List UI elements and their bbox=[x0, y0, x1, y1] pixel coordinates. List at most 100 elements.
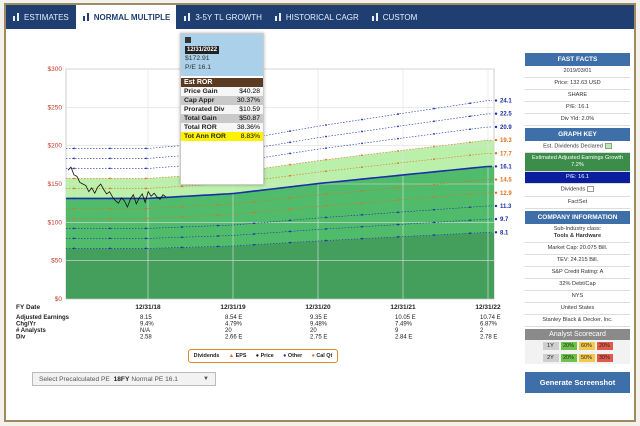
fast-facts-price: Price: 132.63 USD bbox=[525, 78, 630, 90]
pe-marker bbox=[325, 170, 327, 173]
tooltip-row-value: 8.83% bbox=[240, 132, 260, 140]
pe-marker bbox=[217, 203, 219, 206]
legend-item-eps[interactable]: ▲ EPS bbox=[229, 353, 247, 359]
tab-label: NORMAL MULTIPLE bbox=[93, 12, 171, 22]
fast-facts-div: Div Yld: 2.0% bbox=[525, 114, 630, 126]
legend-item-price[interactable]: ● Price bbox=[256, 353, 274, 359]
table-cell: 2.84 E bbox=[395, 335, 412, 341]
table-cell: 20 bbox=[310, 328, 317, 334]
pe-right-label: 12.9 bbox=[500, 191, 512, 197]
pe-marker bbox=[181, 185, 183, 188]
swatch-icon bbox=[604, 142, 612, 149]
tooltip-row: Price Gain $40.28 bbox=[181, 86, 263, 96]
pe-right-dot bbox=[494, 125, 498, 129]
pe-marker bbox=[469, 206, 471, 209]
side-panel: FAST FACTS 2019/03/01 Price: 132.63 USD … bbox=[525, 51, 630, 393]
scorecard-cell: 50% bbox=[578, 353, 595, 362]
pe-marker bbox=[289, 241, 291, 244]
pe-right-label: 9.7 bbox=[500, 217, 509, 223]
key-factset[interactable]: FactSet bbox=[525, 197, 630, 209]
legend-label: Price bbox=[260, 353, 274, 359]
pe-marker bbox=[181, 236, 183, 239]
pe-marker bbox=[469, 219, 471, 222]
pe-marker bbox=[397, 125, 399, 128]
scorecard-cell: 1Y bbox=[542, 341, 559, 350]
fast-facts-header: FAST FACTS bbox=[525, 53, 630, 66]
fast-facts-share: SHARE bbox=[525, 90, 630, 102]
pe-line-14-5 bbox=[66, 179, 493, 209]
key-dividends[interactable]: Dividends bbox=[525, 184, 630, 197]
pe-marker bbox=[397, 174, 399, 177]
pe-marker bbox=[109, 187, 111, 190]
pe-line-11-3 bbox=[66, 205, 493, 229]
tooltip-row: Total Gain $50.87 bbox=[181, 113, 263, 123]
legend-label: Dividends bbox=[193, 353, 220, 359]
company-tev: TEV: 24.215 Bill. bbox=[525, 255, 630, 267]
pe-marker bbox=[145, 237, 147, 240]
pe-marker bbox=[253, 211, 255, 214]
key-growth[interactable]: Estimated Adjusted Earnings Growth 7.2% bbox=[525, 153, 630, 173]
legend-item-dividends[interactable]: Dividends bbox=[194, 353, 220, 359]
table-cell: 9.4% bbox=[140, 322, 154, 328]
generate-screenshot-button[interactable]: Generate Screenshot bbox=[525, 371, 630, 393]
pe-marker bbox=[289, 230, 291, 233]
pe-right-label: 14.5 bbox=[500, 178, 512, 184]
y-tick-label: $250 bbox=[48, 104, 63, 111]
chevron-down-icon[interactable]: ▼ bbox=[203, 376, 209, 382]
pe-marker bbox=[145, 247, 147, 250]
pe-marker bbox=[325, 193, 327, 196]
pe-line-9-7 bbox=[66, 218, 493, 239]
pe-right-label: 11.3 bbox=[500, 204, 512, 210]
pe-marker bbox=[289, 141, 291, 144]
pe-select[interactable]: Select Precalculated PE 18FY Normal PE 16… bbox=[32, 372, 216, 386]
pe-marker bbox=[73, 217, 75, 220]
company-country: United States bbox=[525, 303, 630, 315]
pe-marker bbox=[73, 157, 75, 160]
pe-right-dot bbox=[494, 138, 498, 142]
table-cell: 8.54 E bbox=[225, 315, 242, 321]
checkbox-icon[interactable] bbox=[587, 186, 595, 193]
fy-date-label: FY Date bbox=[16, 304, 40, 311]
pe-marker bbox=[397, 150, 399, 152]
scorecard-cell: 30% bbox=[596, 353, 613, 362]
tab-normal-multiple[interactable]: NORMAL MULTIPLE bbox=[74, 5, 178, 29]
pe-marker bbox=[325, 147, 327, 150]
pe-marker bbox=[145, 177, 147, 180]
pe-marker bbox=[145, 167, 147, 170]
tab-custom[interactable]: CUSTOM bbox=[365, 5, 424, 29]
pe-line-8-1 bbox=[66, 232, 493, 249]
company-subindustry: Sub-Industry class: Tools & Hardware bbox=[525, 224, 630, 243]
pe-marker bbox=[469, 128, 471, 131]
key-pe[interactable]: P/E: 16.1 bbox=[525, 172, 630, 185]
pe-marker bbox=[469, 180, 471, 183]
key-est-div[interactable]: Est. Dividends Declared bbox=[525, 141, 630, 154]
scorecard-cell: 20% bbox=[596, 341, 613, 350]
y-tick-label: $100 bbox=[48, 219, 63, 226]
table-row-label: Div bbox=[16, 335, 26, 341]
legend-label: Other bbox=[287, 353, 303, 359]
chart-legend[interactable]: Dividends ▲ EPS ● Price ● Other ● Cal Qt bbox=[188, 349, 338, 363]
tab-3-5y-tl-growth[interactable]: 3-5Y TL GROWTH bbox=[177, 5, 268, 29]
tab-historical-cagr[interactable]: HISTORICAL CAGR bbox=[268, 5, 365, 29]
pe-marker bbox=[289, 197, 291, 199]
legend-item-cal-qt[interactable]: ● Cal Qt bbox=[312, 353, 333, 359]
pe-right-label: 16.1 bbox=[500, 164, 512, 170]
pe-marker bbox=[289, 219, 291, 222]
tab-estimates[interactable]: ESTIMATES bbox=[6, 5, 75, 29]
table-cell: 2.75 E bbox=[310, 335, 327, 341]
y-tick-label: $300 bbox=[48, 66, 63, 73]
scorecard-cell: 20% bbox=[560, 353, 577, 362]
pe-marker bbox=[397, 235, 399, 238]
pe-marker bbox=[469, 232, 471, 235]
pe-marker bbox=[73, 227, 75, 230]
pe-marker bbox=[181, 226, 183, 228]
table-cell: 2 bbox=[480, 328, 484, 334]
pe-marker bbox=[361, 178, 363, 181]
pe-marker bbox=[325, 124, 327, 126]
pe-marker bbox=[289, 185, 291, 188]
x-date-label: 12/31/18 bbox=[135, 304, 161, 311]
x-date-label: 12/31/20 bbox=[305, 304, 331, 311]
legend-item-other[interactable]: ● Other bbox=[283, 353, 302, 359]
pe-marker bbox=[181, 205, 183, 208]
pe-marker bbox=[289, 208, 291, 211]
